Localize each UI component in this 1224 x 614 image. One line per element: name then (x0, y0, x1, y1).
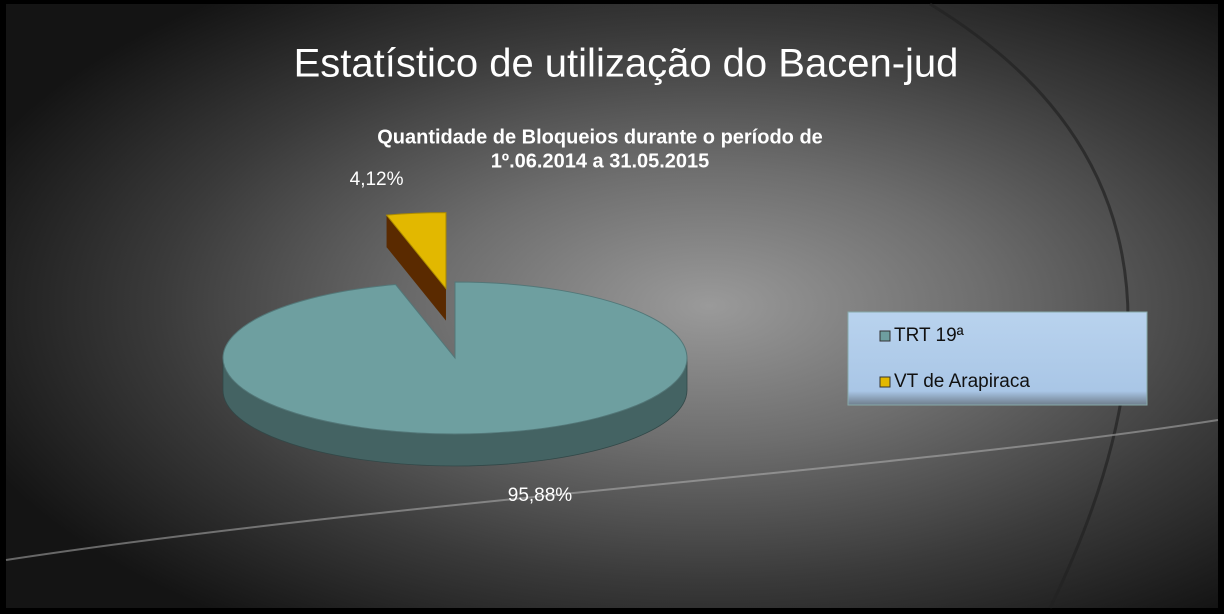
legend-box (847, 311, 1148, 406)
data-label: 4,12% (350, 169, 404, 190)
legend-swatch (879, 330, 891, 342)
decor-arc (929, 2, 1130, 609)
legend-label: VT de Arapiraca (894, 371, 1030, 392)
slice (222, 281, 688, 435)
chart-subtitle: Quantidade de Bloqueios durante o períod… (377, 126, 823, 148)
legend-label: TRT 19ª (894, 325, 965, 346)
chart-title: Estatístico de utilização do Bacen-jud (294, 42, 959, 86)
slice (385, 212, 447, 290)
chart-subtitle: 1º.06.2014 a 31.05.2015 (491, 150, 710, 172)
data-label: 95,88% (508, 485, 573, 506)
legend-swatch (879, 376, 891, 388)
slice-cut (386, 215, 446, 321)
decor-arc (5, 419, 1219, 561)
